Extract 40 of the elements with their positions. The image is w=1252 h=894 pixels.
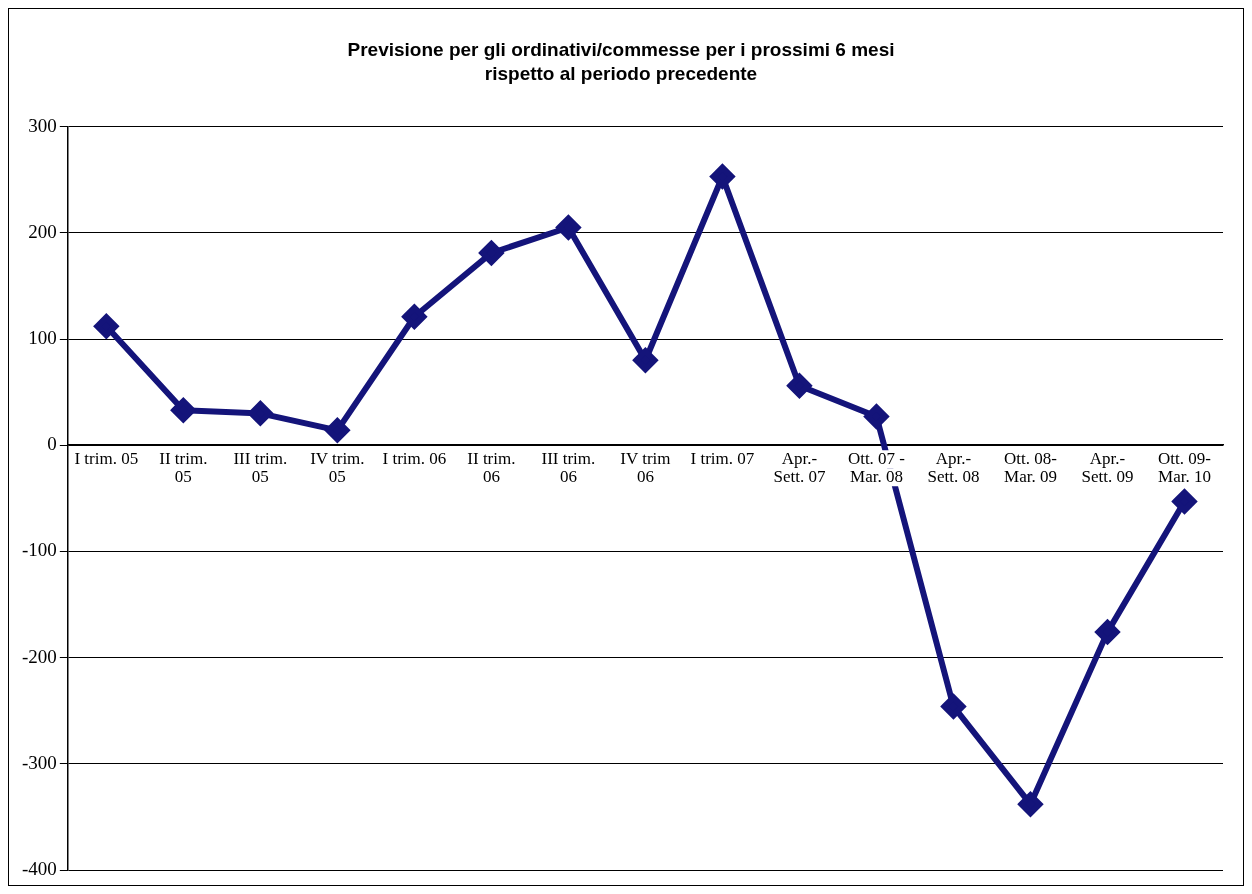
x-tick-label: Apr.-Sett. 09: [1081, 449, 1134, 487]
y-tick-label: 100: [28, 326, 57, 348]
x-tick-label: I trim. 06: [382, 449, 447, 469]
point: [864, 404, 889, 429]
x-tick-label: I trim. 05: [74, 449, 139, 469]
y-tick-label: 0: [47, 433, 57, 455]
x-tick-label: Ott. 07 - Mar. 08: [847, 449, 906, 487]
x-tick-label: Ott. 09-Mar. 10: [1158, 449, 1212, 487]
x-tick-label: I trim. 07: [690, 449, 755, 469]
x-tick-label: III trim. 06: [541, 449, 596, 487]
point: [787, 373, 812, 398]
chart-subtitle: rispetto al periodo precedente: [484, 63, 758, 85]
point: [479, 240, 504, 265]
point: [402, 304, 427, 329]
point: [1018, 792, 1043, 817]
point: [941, 694, 966, 719]
point: [94, 314, 119, 339]
point: [248, 401, 273, 426]
x-tick-label: III trim. 05: [233, 449, 288, 487]
point: [325, 418, 350, 443]
x-tick-label: II trim. 05: [159, 449, 208, 487]
y-tick-label: -200: [22, 645, 57, 667]
x-tick-label: Apr.-Sett. 08: [927, 449, 980, 487]
x-tick-label: Apr.-Sett. 07: [773, 449, 826, 487]
y-tick-label: 200: [28, 220, 57, 242]
y-tick-label: 300: [28, 114, 57, 136]
y-tick-label: -400: [22, 857, 57, 879]
x-tick-label: Ott. 08-Mar. 09: [1004, 449, 1058, 487]
point: [710, 164, 735, 189]
point: [556, 215, 581, 240]
x-tick-label: IV trim 06: [620, 449, 671, 487]
x-tick-label: II trim. 06: [467, 449, 516, 487]
point: [633, 348, 658, 373]
y-tick-label: -100: [22, 539, 57, 561]
point: [1172, 489, 1197, 514]
y-tick-label: -300: [22, 751, 57, 773]
chart-title: Previsione per gli ordinativi/commesse per i prossimi 6 mesi: [347, 38, 895, 60]
x-tick-label: IV trim. 05: [310, 449, 365, 487]
point: [1095, 620, 1120, 645]
point: [171, 398, 196, 423]
